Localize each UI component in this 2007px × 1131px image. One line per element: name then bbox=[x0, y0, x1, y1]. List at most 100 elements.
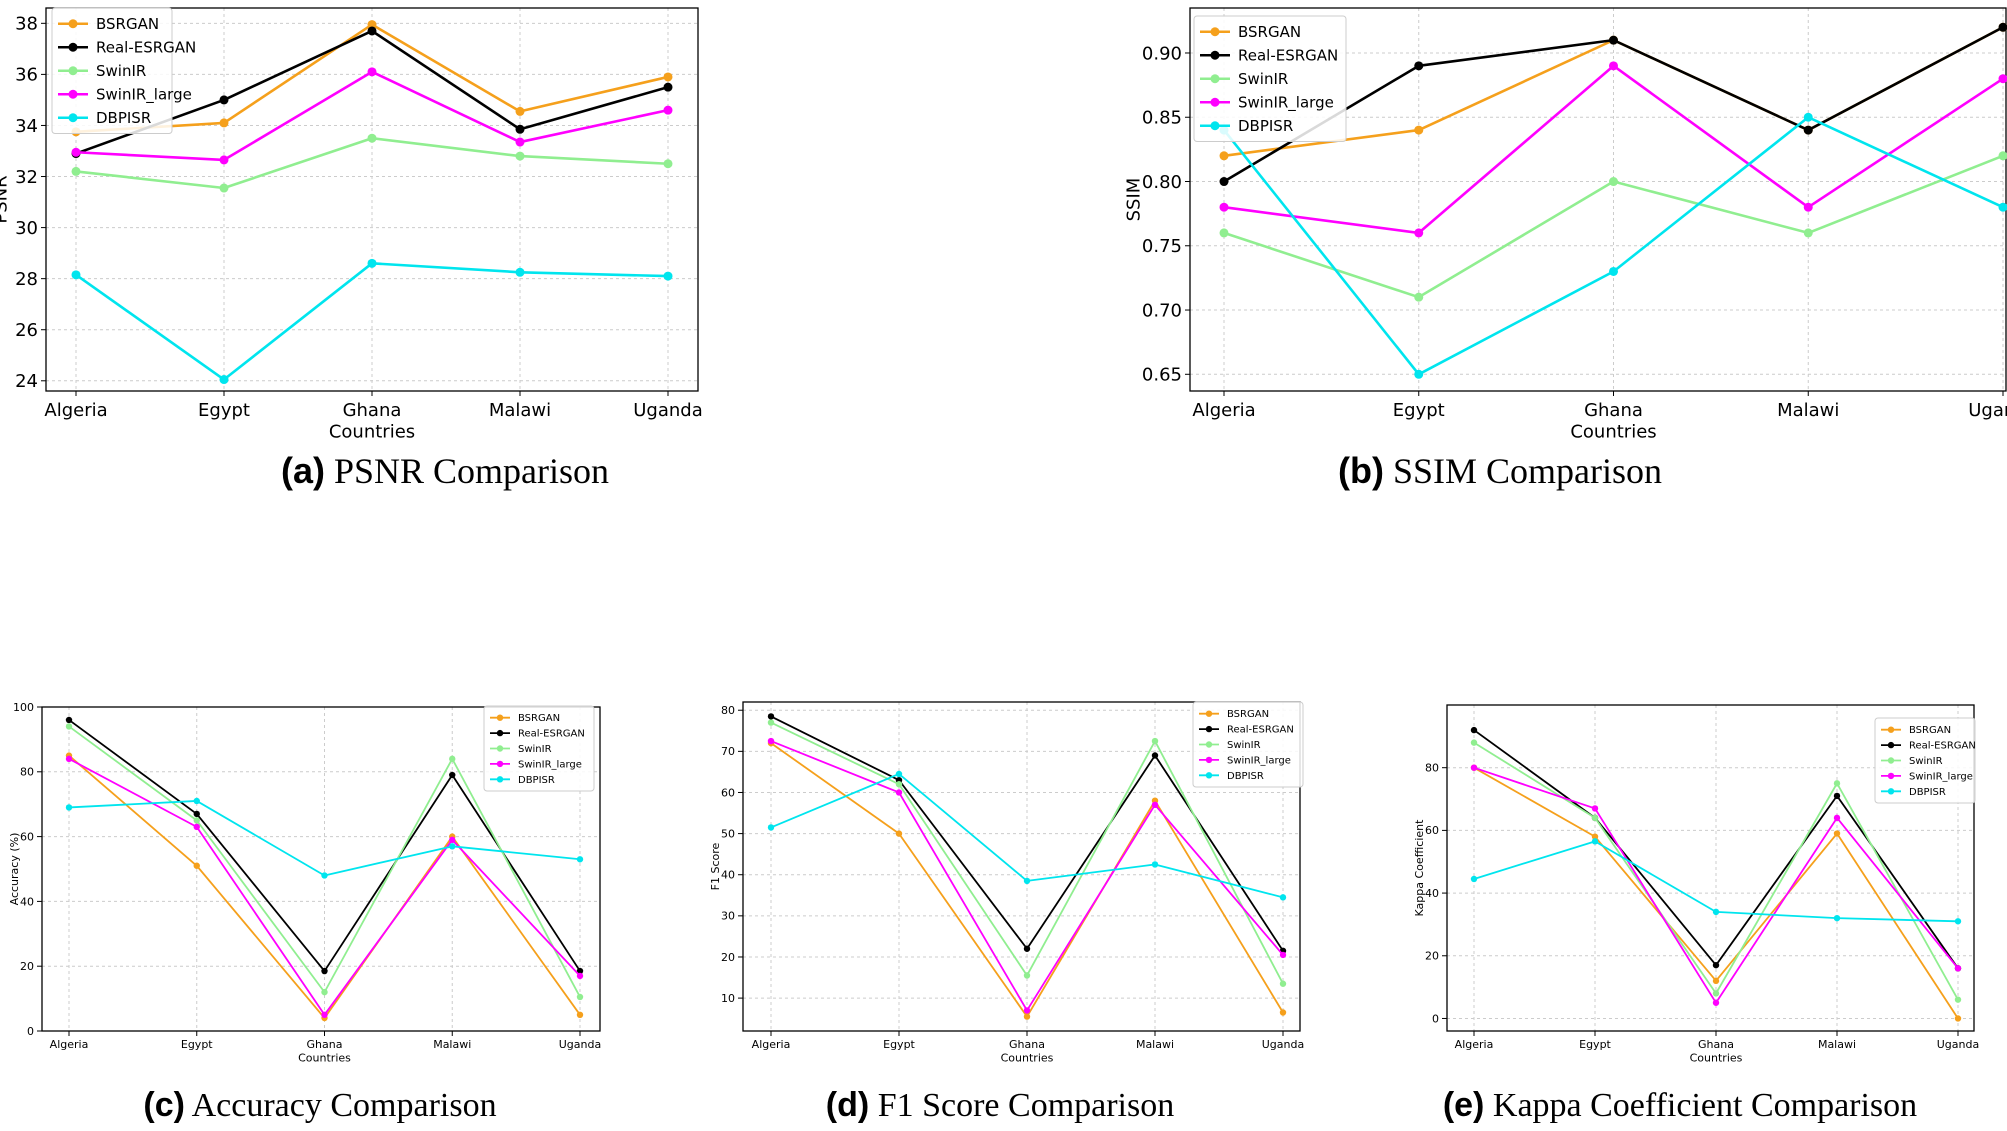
kappa-swinir-point bbox=[1833, 780, 1841, 787]
ssim-swinir-point bbox=[1414, 292, 1424, 302]
f1-ytick-label: 70 bbox=[721, 745, 735, 758]
psnr-xtick-label: Malawi bbox=[489, 400, 551, 421]
ssim-legend-bsrgan-label: BSRGAN bbox=[1238, 23, 1301, 41]
accuracy-dbpisr-point bbox=[193, 797, 200, 805]
ssim-ytick-label: 0.90 bbox=[1142, 43, 1182, 64]
psnr-legend-box bbox=[51, 7, 173, 134]
psnr-swinir-large-point bbox=[367, 67, 377, 77]
psnr-legend-dbpisr-marker bbox=[68, 113, 78, 123]
f1-legend-swinir-large-marker bbox=[1205, 756, 1213, 764]
accuracy-legend-dbpisr-label: DBPISR bbox=[518, 775, 555, 786]
psnr-legend-bsrgan-label: BSRGAN bbox=[96, 15, 159, 33]
kappa-ytick-label: 0 bbox=[1432, 1012, 1439, 1025]
accuracy-dbpisr-point bbox=[65, 804, 73, 811]
accuracy-bsrgan-point bbox=[576, 1011, 584, 1018]
kappa-bsrgan-point bbox=[1954, 1015, 1962, 1022]
accuracy-real-esrgan-point bbox=[193, 810, 200, 818]
kappa-xtick-label: Malawi bbox=[1818, 1038, 1856, 1051]
accuracy-swinir-point bbox=[193, 817, 200, 824]
kappa-real-esrgan-point bbox=[1712, 961, 1720, 969]
ssim-legend-swinir-large-label: SwinIR_large bbox=[1238, 94, 1334, 113]
accuracy-ytick-label: 80 bbox=[20, 766, 34, 779]
ssim-ytick-label: 0.65 bbox=[1142, 365, 1182, 386]
kappa-swinir-point bbox=[1954, 996, 1962, 1003]
ssim-legend-swinir-large-marker bbox=[1210, 97, 1220, 107]
ssim-legend-swinir-marker bbox=[1210, 74, 1220, 84]
ssim-bsrgan-point bbox=[1219, 151, 1229, 161]
kappa-swinir-point bbox=[1712, 990, 1720, 997]
ssim-legend-swinir-label: SwinIR bbox=[1238, 70, 1288, 88]
accuracy-ytick-label: 20 bbox=[20, 960, 34, 973]
psnr-legend-real-esrgan-label: Real-ESRGAN bbox=[96, 39, 196, 57]
f1-legend-box bbox=[1192, 701, 1304, 788]
ssim-xtick-label: Algeria bbox=[1192, 400, 1255, 421]
ssim-swinir-large-point bbox=[1609, 61, 1618, 71]
kappa-xtick-label: Egypt bbox=[1579, 1038, 1611, 1051]
f1-xlabel: Countries bbox=[1001, 1051, 1054, 1064]
kappa-bsrgan-point bbox=[1591, 833, 1599, 840]
psnr-swinir-large-point bbox=[219, 155, 229, 165]
accuracy-legend-real-esrgan-marker bbox=[496, 729, 504, 737]
ssim-ytick-label: 0.85 bbox=[1142, 108, 1182, 129]
accuracy-chart: 0 20 40 60 80 100 Algeria Egypt Ghana Malawi Ugand… bbox=[8, 701, 601, 1064]
accuracy-legend-real-esrgan-label: Real-ESRGAN bbox=[518, 729, 585, 740]
ssim-swinir-large-point bbox=[1219, 202, 1229, 212]
ssim-ytick-label: 0.80 bbox=[1142, 172, 1182, 193]
f1-ytick-label: 50 bbox=[721, 827, 735, 840]
psnr-bsrgan-point bbox=[219, 118, 229, 128]
kappa-swinir-large-point bbox=[1591, 805, 1599, 812]
kappa-bsrgan-point bbox=[1833, 830, 1841, 837]
kappa-caption-text: Kappa Coefficient Comparison bbox=[1484, 1087, 1918, 1124]
ssim-swinir-large-point bbox=[1998, 74, 2007, 84]
f1-legend-real-esrgan-label: Real-ESRGAN bbox=[1227, 725, 1294, 736]
accuracy-legend-dbpisr-marker bbox=[496, 776, 504, 783]
kappa-legend-swinir-marker bbox=[1887, 757, 1895, 764]
ssim-dbpisr-point bbox=[1609, 266, 1618, 276]
psnr-chart: 24 26 28 30 32 34 36 38 Algeria Egypt Ghana Malawi U… bbox=[0, 7, 703, 442]
accuracy-xtick-label: Algeria bbox=[50, 1038, 89, 1051]
psnr-ytick-label: 24 bbox=[15, 371, 38, 392]
ssim-real-esrgan-point bbox=[1803, 125, 1813, 135]
ssim-bsrgan-point bbox=[1414, 125, 1424, 135]
psnr-legend-bsrgan-marker bbox=[68, 19, 78, 29]
f1-panel: 10 20 30 40 50 60 70 80 Algeria Egypt Ghana Malawi U… bbox=[675, 701, 1325, 1125]
kappa-legend-real-esrgan-marker bbox=[1887, 741, 1895, 749]
f1-legend-dbpisr-label: DBPISR bbox=[1227, 771, 1264, 782]
f1-xtick-label: Algeria bbox=[752, 1038, 791, 1051]
accuracy-real-esrgan-point bbox=[65, 716, 73, 724]
accuracy-xtick-label: Ghana bbox=[307, 1038, 343, 1051]
f1-dbpisr-point bbox=[895, 770, 903, 778]
accuracy-swinir-point bbox=[449, 755, 456, 763]
accuracy-dbpisr-point bbox=[321, 872, 328, 879]
accuracy-plot-frame bbox=[41, 706, 601, 1032]
f1-chart: 10 20 30 40 50 60 70 80 Algeria Egypt Ghana Malawi U… bbox=[709, 701, 1304, 1064]
psnr-real-esrgan-point bbox=[663, 82, 673, 92]
psnr-dbpisr-point bbox=[219, 375, 229, 385]
accuracy-swinir-large-point bbox=[449, 836, 456, 844]
kappa-swinir-large-point bbox=[1833, 814, 1841, 822]
f1-ytick-label: 80 bbox=[721, 704, 735, 717]
ssim-ytick-label: 0.75 bbox=[1142, 236, 1182, 257]
f1-caption: (d) F1 Score Comparison bbox=[675, 1086, 1325, 1125]
kappa-legend-dbpisr-marker bbox=[1887, 788, 1895, 795]
f1-plot-frame bbox=[742, 701, 1301, 1032]
psnr-xtick-label: Uganda bbox=[633, 400, 703, 421]
accuracy-legend-swinir-label: SwinIR bbox=[518, 744, 552, 755]
psnr-legend-real-esrgan-marker bbox=[68, 42, 78, 52]
psnr-legend-swinir-marker bbox=[68, 66, 78, 76]
ssim-xtick-label: Uganda bbox=[1968, 400, 2007, 421]
ssim-xtick-label: Malawi bbox=[1777, 400, 1839, 421]
kappa-legend-swinir-label: SwinIR bbox=[1909, 756, 1943, 767]
f1-caption-letter: (d) bbox=[825, 1086, 870, 1124]
ssim-panel: 0.65 0.70 0.75 0.80 0.85 0.90 Algeria Egypt Ghan… bbox=[0, 0, 2007, 500]
ssim-real-esrgan-point bbox=[1219, 177, 1229, 187]
ssim-caption-text: SSIM Comparison bbox=[1383, 451, 1662, 491]
f1-dbpisr-point bbox=[1279, 894, 1287, 901]
psnr-swinir-point bbox=[219, 183, 229, 193]
kappa-ylabel: Kappa Coefficient bbox=[1413, 819, 1426, 917]
psnr-bsrgan-point bbox=[515, 106, 525, 116]
f1-dbpisr-point bbox=[767, 824, 775, 831]
psnr-panel: 24 26 28 30 32 34 36 38 Algeria Egypt Ghana Malawi U… bbox=[0, 0, 910, 500]
psnr-ytick-label: 26 bbox=[15, 320, 38, 341]
